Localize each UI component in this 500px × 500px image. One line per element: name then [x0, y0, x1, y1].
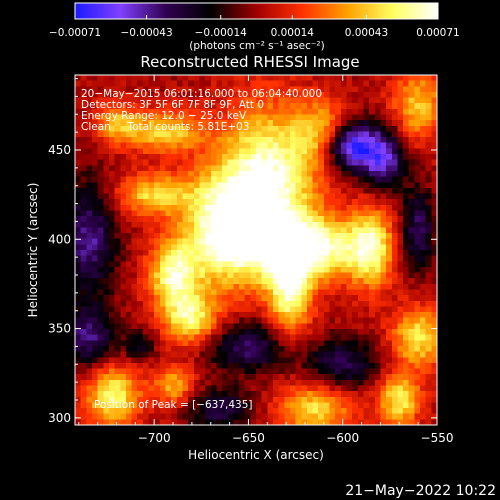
y-axis: 300 350 400 450	[48, 78, 437, 425]
x-axis-label: Heliocentric X (arcsec)	[188, 448, 324, 462]
colorbar-ticks	[74, 15, 439, 19]
info-overlay: 20−May−2015 06:01:16.000 to 06:04:40.000…	[81, 88, 322, 411]
colorbar-unit-label: (photons cm⁻² s⁻¹ asec⁻²)	[189, 40, 324, 52]
y-tick-label: 350	[48, 322, 71, 336]
colorbar-tick-label: −0.00014	[195, 27, 248, 39]
plot-frame	[74, 74, 438, 426]
info-line-time: 20−May−2015 06:01:16.000 to 06:04:40.000	[81, 88, 322, 100]
x-tick-label: −650	[232, 431, 265, 445]
colorbar-tick-label: −0.00071	[49, 27, 101, 39]
colorbar-tick-labels: −0.00071 −0.00043 −0.00014 0.00014 0.00043 0.…	[49, 27, 460, 39]
colorbar-tick-label: −0.00043	[120, 27, 172, 39]
y-tick-label: 300	[48, 411, 71, 425]
heatmap-raster	[75, 75, 437, 425]
colorbar-tick-label: 0.00043	[345, 27, 388, 39]
x-tick-label: −700	[138, 431, 171, 445]
x-axis: −700 −650 −600 −550	[78, 75, 454, 445]
colorbar: −0.00071 −0.00043 −0.00014 0.00014 0.00043 0.…	[49, 2, 460, 52]
info-line-detectors: Detectors: 3F 5F 6F 7F 8F 9F, Att 0	[81, 99, 264, 111]
colorbar-tick-label: 0.00071	[416, 27, 459, 39]
x-tick-label: −550	[421, 431, 454, 445]
y-axis-label: Heliocentric Y (arcsec)	[26, 183, 40, 318]
heatmap-image	[74, 74, 438, 426]
x-tick-label: −600	[326, 431, 359, 445]
colorbar-strip	[74, 2, 439, 20]
chart-title: Reconstructed RHESSI Image	[140, 53, 359, 71]
colorbar-tick-label: 0.00014	[271, 27, 315, 39]
y-tick-label: 450	[48, 143, 71, 157]
peak-position-label: Position of Peak = [−637,435]	[94, 399, 253, 411]
footer-timestamp: 21−May−2022 10:22	[345, 483, 496, 499]
y-tick-label: 400	[48, 232, 71, 246]
info-line-energy: Energy Range: 12.0 − 25.0 keV	[81, 110, 247, 122]
info-line-clean: Clean Total counts: 5.81E+03	[81, 121, 250, 133]
